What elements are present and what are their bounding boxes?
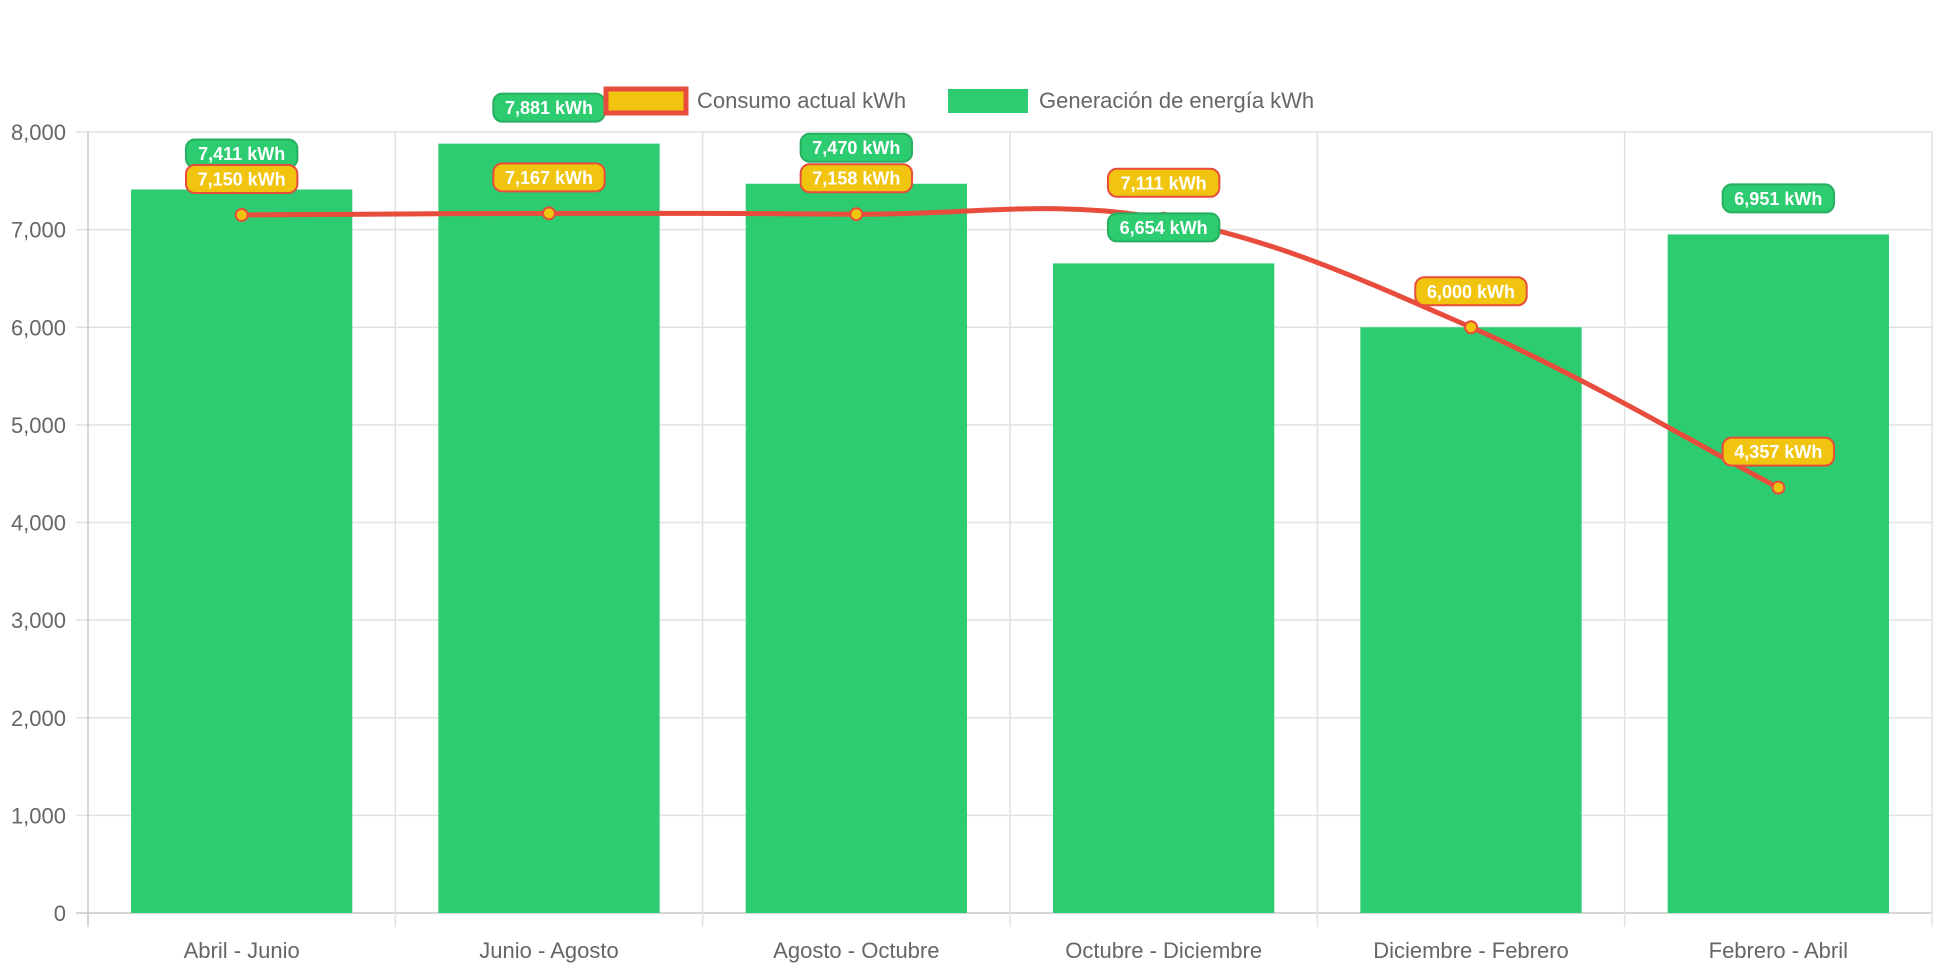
grid [76,131,1933,927]
bar[interactable] [1360,327,1582,913]
bar[interactable] [1053,263,1275,913]
legend-label-consumo: Consumo actual kWh [697,88,906,113]
y-tick-label: 7,000 [11,218,66,243]
line-data-label-bg [1106,167,1221,198]
bar[interactable] [131,189,353,914]
bar-data-label-text: 7,411 kWh [198,144,285,164]
line-data-label-bg [492,162,606,193]
y-tick-label: 1,000 [11,803,66,828]
line-data-label: 7,111 kWh [1106,167,1221,198]
y-tick-label: 0 [54,901,66,926]
line-point[interactable] [234,207,249,222]
line-data-label-bg [1721,436,1836,467]
line-point[interactable] [542,206,556,221]
line-point[interactable] [849,207,864,222]
bar[interactable] [745,183,967,913]
line-data-label-text: 7,158 kWh [812,169,900,189]
line-data-label: 7,150 kWh [184,163,299,194]
bar-data-label-text: 7,470 kWh [812,138,900,158]
line-data-label: 6,000 kWh [1414,276,1528,307]
legend-item-generacion[interactable]: Generación de energía kWh [948,88,1314,113]
x-tick-label: Junio - Agosto [479,938,618,963]
legend: Consumo actual kWh Generación de energía… [603,86,1314,116]
y-tick-label: 6,000 [11,315,66,340]
line-data-label-text: 7,111 kWh [1121,173,1207,193]
legend-swatch-consumo [603,86,689,116]
bar-data-label-text: 6,654 kWh [1120,218,1208,238]
bar-data-label-bg [799,132,914,163]
y-axis: 0 1,000 2,000 3,000 4,000 5,000 6,000 7,000 8,00… [11,120,66,926]
line-data-label: 7,158 kWh [799,163,914,194]
bar-data-label-text: 7,881 kWh [505,98,593,118]
y-tick-label: 4,000 [11,511,66,536]
legend-swatch-generacion [948,89,1028,113]
line-data-label-bg [184,163,299,194]
x-axis: Abril - Junio Junio - Agosto Agosto - Octu… [184,938,1848,963]
bar-data-label-bg [1721,183,1836,214]
x-tick-label: Octubre - Diciembre [1065,938,1262,963]
bar-data-label-bg [1106,212,1221,243]
line-data-label-bg [1414,276,1528,307]
line-data-label-text: 7,167 kWh [505,168,593,188]
line-data-label-text: 4,357 kWh [1734,442,1822,462]
line-data-label-bg [799,163,914,194]
bar-data-label-text: 6,951 kWh [1734,189,1822,209]
bar-data-label: 6,654 kWh [1106,212,1221,243]
x-tick-label: Febrero - Abril [1709,938,1848,963]
line-data-label: 4,357 kWh [1721,436,1836,467]
y-tick-label: 3,000 [11,608,66,633]
bar[interactable] [438,143,660,913]
bar-data-label: 6,951 kWh [1721,183,1836,214]
x-tick-label: Diciembre - Febrero [1373,938,1569,963]
line-data-label-text: 6,000 kWh [1427,282,1515,302]
line-point[interactable] [1464,320,1478,335]
line-path [241,206,1780,490]
legend-label-generacion: Generación de energía kWh [1039,88,1314,113]
y-tick-label: 8,000 [11,120,66,145]
legend-item-consumo[interactable]: Consumo actual kWh [603,86,906,116]
data-labels: 7,411 kWh 7,881 kWh 7,470 kWh 6,654 kWh 6,95… [184,92,1836,467]
line-data-label: 7,167 kWh [492,162,606,193]
line-point[interactable] [1771,480,1786,495]
bar-series [131,143,1889,914]
bar-data-label: 7,881 kWh [492,92,606,123]
bar[interactable] [1667,234,1889,913]
y-tick-label: 2,000 [11,706,66,731]
bar-data-label: 7,470 kWh [799,132,914,163]
x-tick-label: Agosto - Octubre [773,938,939,963]
bar-data-label: 7,411 kWh [184,138,299,169]
y-tick-label: 5,000 [11,413,66,438]
x-tick-label: Abril - Junio [184,938,300,963]
line-data-label-text: 7,150 kWh [198,169,286,189]
